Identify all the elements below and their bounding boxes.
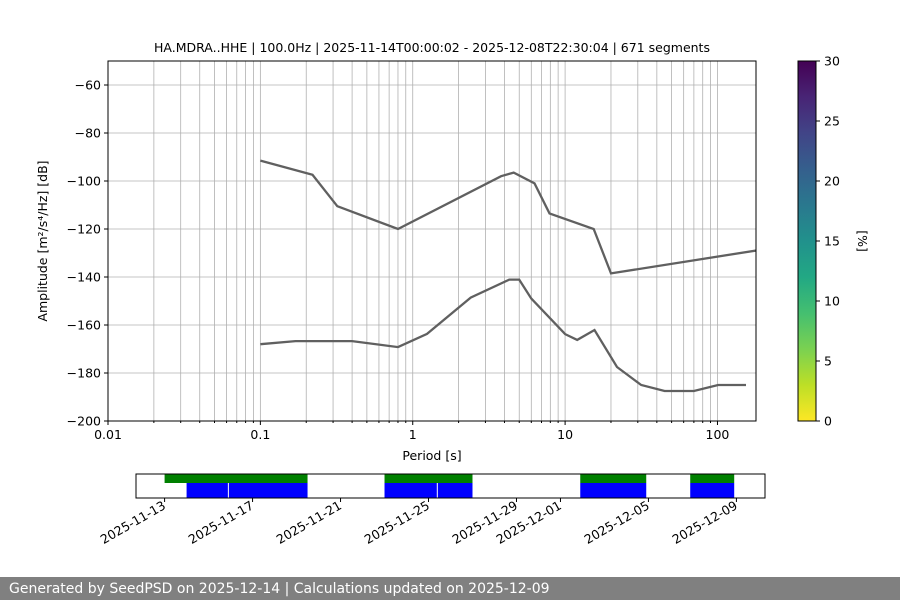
timeline-tick-label: 2025-12-05: [582, 498, 652, 547]
noise-models: [260, 159, 756, 393]
timeline-tick-label: 2025-11-21: [274, 498, 344, 547]
footer-bar: Generated by SeedPSD on 2025-12-14 | Cal…: [0, 577, 900, 600]
colorbar-tick-label: 25: [824, 114, 840, 129]
chart-title: HA.MDRA..HHE | 100.0Hz | 2025-11-14T00:0…: [154, 40, 710, 55]
grid-lines: [107, 61, 756, 422]
colorbar-tick-label: 15: [824, 234, 840, 249]
colorbar-ticks: 0 5 10 15 20 25 30: [816, 54, 840, 429]
data-available-bar: [164, 474, 308, 483]
y-tick-label: −200: [67, 414, 101, 429]
psd-computed-bar: [690, 483, 735, 498]
colorbar-tick-label: 5: [824, 354, 832, 369]
timeline-frame: [135, 473, 766, 499]
timeline-tick-label: 2025-11-17: [186, 498, 256, 547]
plot-frame: [107, 60, 757, 422]
colorbar-tick-label: 0: [824, 414, 832, 429]
nhnm-line: [260, 159, 756, 275]
y-tick-label: −80: [75, 126, 101, 141]
colorbar: [797, 60, 817, 422]
footer-text: Generated by SeedPSD on 2025-12-14 | Cal…: [9, 581, 550, 597]
timeline-ticks: 2025-11-13 2025-11-17 2025-11-21 2025-11-25…: [98, 498, 740, 547]
y-tick-label: −160: [67, 318, 101, 333]
timeline-tick-label: 2025-12-09: [669, 498, 739, 547]
data-available-bar: [580, 474, 647, 483]
y-axis-label: Amplitude [m²/s⁴/Hz] [dB]: [35, 160, 50, 321]
colorbar-tick-label: 30: [824, 54, 840, 69]
x-tick-label: 0.1: [250, 427, 270, 442]
x-tick-label: 10: [557, 427, 573, 442]
data-available-bar: [384, 474, 473, 483]
data-available-bar: [690, 474, 735, 483]
colorbar-label: [%]: [855, 230, 870, 252]
x-tick-label: 100: [706, 427, 730, 442]
psd-computed-bar: [580, 483, 647, 498]
x-axis-ticks: 0.01 0.1 1 10 100: [94, 421, 729, 442]
y-tick-label: −120: [67, 222, 101, 237]
x-tick-label: 0.01: [94, 427, 122, 442]
figure: HA.MDRA..HHE | 100.0Hz | 2025-11-14T00:0…: [35, 40, 870, 547]
y-tick-label: −60: [75, 78, 101, 93]
colorbar-tick-label: 20: [824, 174, 840, 189]
y-tick-label: −100: [67, 174, 101, 189]
y-tick-label: −140: [67, 270, 101, 285]
psd-computed-bar: [186, 483, 308, 498]
timeline-tick-label: 2025-11-25: [362, 498, 432, 547]
nlnm-line: [260, 278, 746, 393]
colorbar-tick-label: 10: [824, 294, 840, 309]
x-tick-label: 1: [409, 427, 417, 442]
psd-computed-bar: [384, 483, 473, 498]
timeline-tick-label: 2025-11-13: [98, 498, 168, 547]
y-tick-label: −180: [67, 366, 101, 381]
data-availability-timeline: [164, 474, 735, 498]
y-axis-ticks: −200 −180 −160 −140 −120 −100 −80 −60: [67, 78, 108, 429]
x-axis-label: Period [s]: [402, 448, 461, 463]
